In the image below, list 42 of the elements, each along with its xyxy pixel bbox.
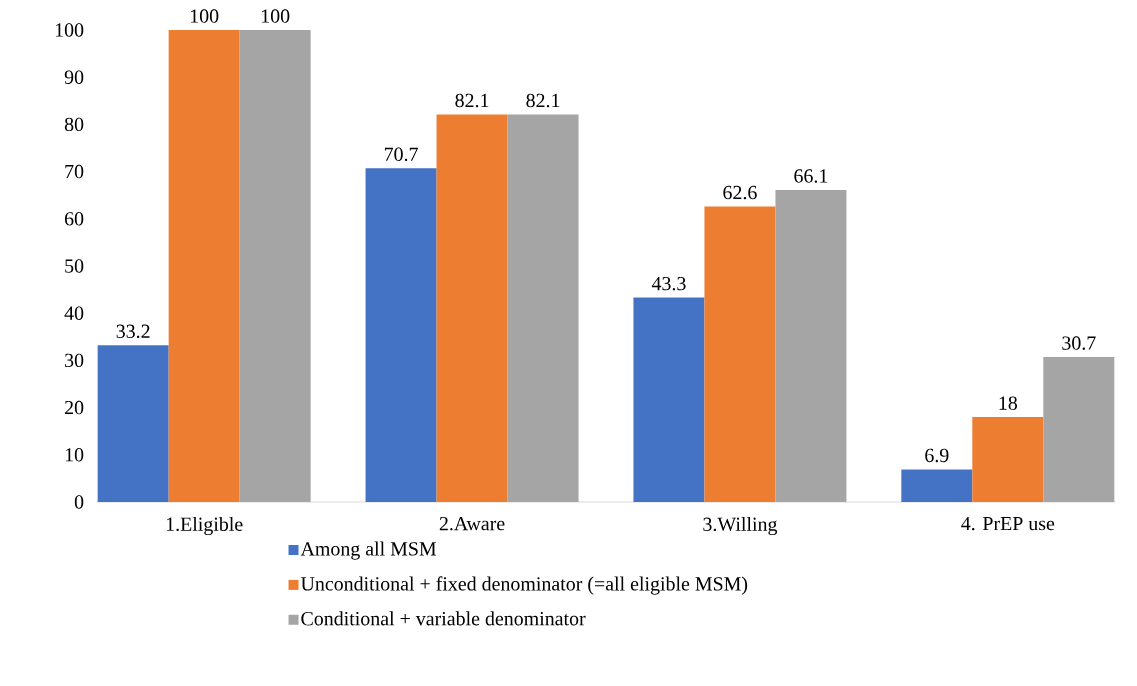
legend-label: Conditional + variable denominator — [301, 611, 586, 626]
data-label: 100 — [190, 9, 219, 23]
x-tick-label: 4. PrEP use — [961, 516, 1055, 531]
bar — [972, 417, 1044, 502]
legend-label: Among all MSM — [300, 541, 437, 560]
bar — [704, 206, 776, 502]
data-label: 66.1 — [794, 169, 828, 183]
legend-label: Unconditional + fixed denominator (=all eligible MSM) — [300, 576, 748, 595]
bar — [168, 29, 240, 502]
data-label: 62.6 — [723, 185, 757, 200]
data-label: 30.7 — [1062, 336, 1096, 350]
y-tick-label: 50 — [65, 259, 84, 273]
y-tick-label: 20 — [64, 400, 84, 415]
x-tick-label: 2.Aware — [439, 516, 505, 531]
bar — [239, 29, 311, 502]
y-tick-label: 90 — [64, 70, 84, 84]
bar — [901, 469, 973, 502]
y-tick-label: 60 — [64, 212, 84, 226]
y-tick-label: 40 — [64, 306, 84, 320]
data-label: 82.1 — [526, 93, 560, 108]
data-label: 43.3 — [651, 276, 686, 291]
bar — [365, 168, 437, 502]
y-tick-label: 30 — [65, 353, 84, 368]
data-label: 18 — [999, 396, 1018, 410]
y-tick-label: 80 — [64, 117, 84, 132]
bar — [436, 114, 508, 502]
y-tick-label: 10 — [65, 448, 84, 462]
data-label: 82.1 — [455, 93, 489, 108]
x-tick-label: 1.Eligible — [166, 516, 243, 536]
data-label: 70.7 — [384, 147, 418, 162]
bar — [97, 345, 169, 502]
bar — [633, 297, 705, 502]
y-tick-label: 70 — [65, 164, 84, 179]
bar — [507, 114, 579, 502]
data-label: 100 — [261, 9, 290, 23]
data-label: 33.2 — [116, 324, 150, 339]
x-tick-label: 3.Willing — [703, 516, 778, 536]
y-tick-label: 100 — [55, 23, 84, 37]
data-label: 6.9 — [925, 448, 949, 463]
bar — [775, 190, 847, 502]
bar — [1043, 357, 1115, 502]
y-tick-label: 0 — [74, 495, 84, 509]
